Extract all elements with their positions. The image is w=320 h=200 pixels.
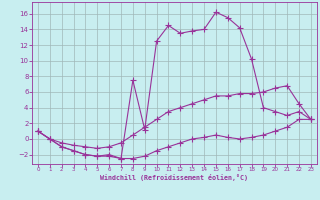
X-axis label: Windchill (Refroidissement éolien,°C): Windchill (Refroidissement éolien,°C) — [100, 174, 248, 181]
